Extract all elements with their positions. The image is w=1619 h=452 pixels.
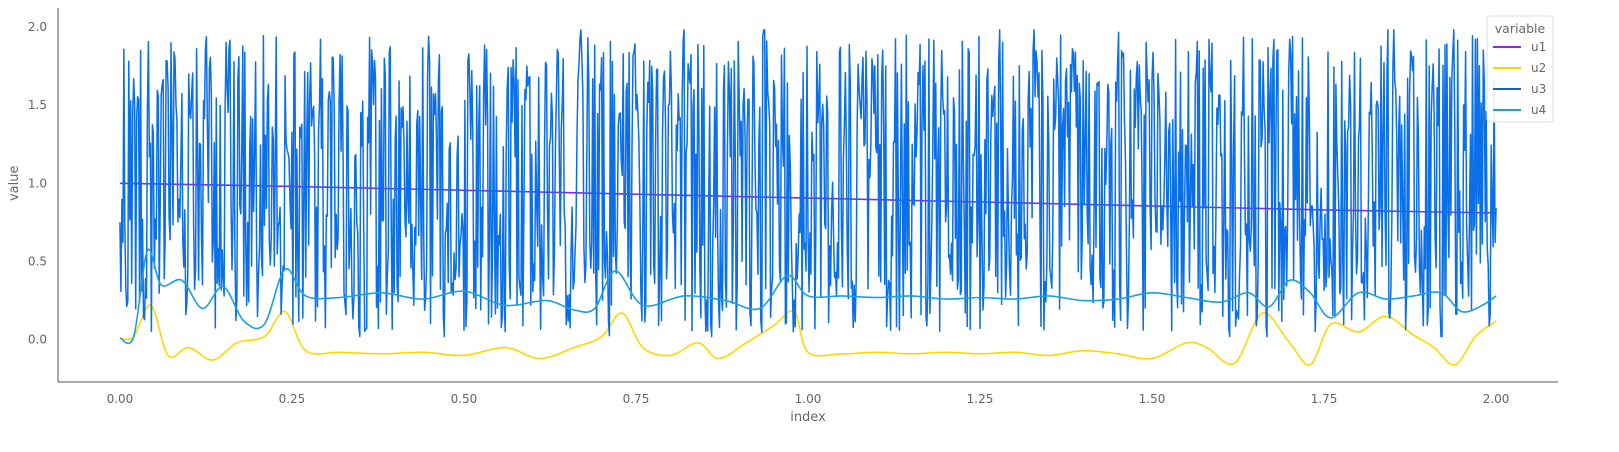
y-tick-label: 2.0 (28, 20, 47, 34)
legend-title: variable (1495, 21, 1546, 36)
x-tick-label: 0.50 (451, 392, 478, 406)
x-tick-label: 1.00 (795, 392, 822, 406)
legend-label-u4: u4 (1531, 103, 1546, 117)
x-tick-label: 2.00 (1483, 392, 1510, 406)
y-tick-label: 0.5 (28, 255, 47, 269)
x-tick-label: 0.00 (107, 392, 134, 406)
x-tick-label: 1.50 (1139, 392, 1166, 406)
x-axis-title: index (790, 410, 826, 425)
y-axis-title: value (7, 166, 22, 202)
legend-label-u1: u1 (1531, 40, 1546, 54)
series-u4-line (119, 248, 1497, 345)
x-tick-label: 0.25 (279, 392, 306, 406)
legend-label-u3: u3 (1531, 82, 1546, 96)
series-layer (119, 29, 1497, 366)
series-u3-line (119, 29, 1497, 338)
y-axis-ticks: 0.0 0.5 1.0 1.5 2.0 (28, 20, 47, 347)
x-tick-label: 1.75 (1311, 392, 1338, 406)
legend: variable u1 u2 u3 u4 (1486, 15, 1554, 123)
x-axis-ticks: 0.00 0.25 0.50 0.75 1.00 1.25 1.50 1.75 2.00 (107, 392, 1510, 406)
y-tick-label: 1.0 (28, 176, 47, 190)
series-u2-line (119, 304, 1497, 366)
plot-area (57, 8, 1558, 383)
y-tick-label: 0.0 (28, 333, 47, 347)
x-tick-label: 0.75 (623, 392, 650, 406)
y-tick-label: 1.5 (28, 98, 47, 112)
x-tick-label: 1.25 (967, 392, 994, 406)
legend-label-u2: u2 (1531, 61, 1546, 75)
